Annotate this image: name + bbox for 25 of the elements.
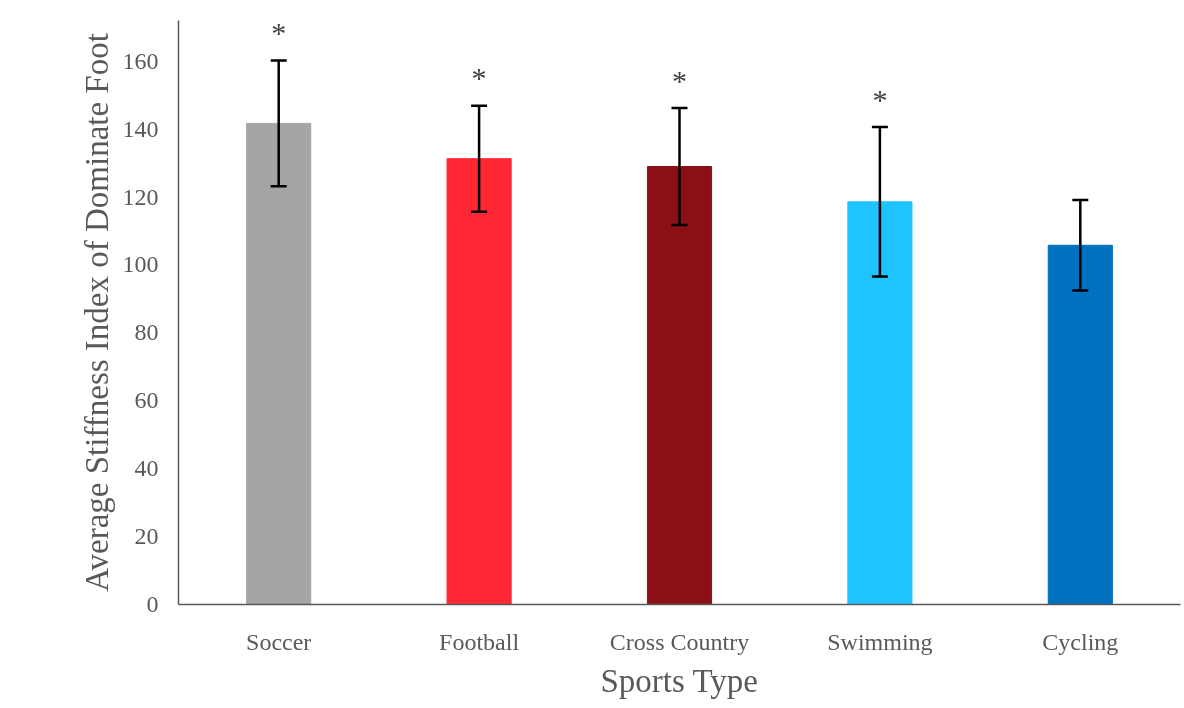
- y-tick-label: 60: [134, 387, 159, 414]
- annotation: *: [471, 61, 487, 95]
- bar: [246, 122, 312, 605]
- bar: [446, 158, 512, 605]
- x-axis-title: Sports Type: [600, 662, 758, 699]
- y-tick-label: 40: [134, 455, 159, 482]
- annotation: *: [872, 82, 888, 116]
- x-tick-label: Football: [439, 628, 520, 655]
- bar: [1047, 244, 1113, 605]
- x-tick-label: Cycling: [1042, 628, 1119, 655]
- bar: [847, 201, 913, 605]
- annotation: *: [271, 16, 287, 50]
- y-tick-label: 100: [122, 251, 159, 278]
- y-tick-label: 20: [134, 523, 159, 550]
- y-axis-title: Average Stiffness Index of Dominate Foot: [78, 33, 115, 592]
- y-tick-label: 0: [146, 591, 159, 617]
- x-tick-label: Soccer: [246, 628, 312, 655]
- y-tick-label: 160: [122, 47, 159, 74]
- y-tick-label: 80: [134, 319, 159, 346]
- y-tick-label: 140: [122, 115, 159, 142]
- annotation: *: [672, 63, 687, 97]
- x-tick-label: Swimming: [827, 628, 933, 655]
- y-tick-label: 120: [122, 183, 159, 210]
- bar: [646, 166, 713, 605]
- x-tick-label: Cross Country: [609, 628, 750, 655]
